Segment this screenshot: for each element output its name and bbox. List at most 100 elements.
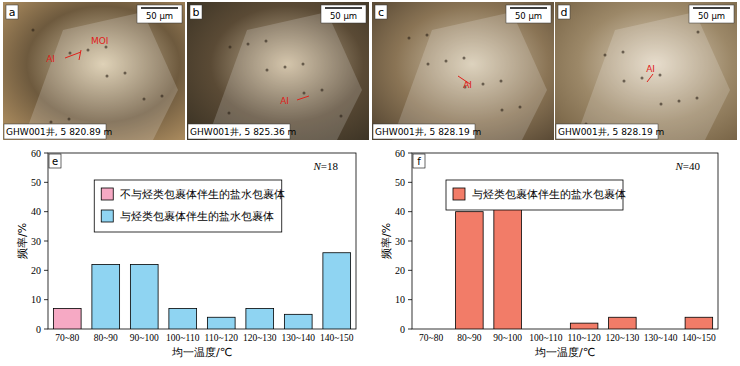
legend-label: 不与烃类包裹体伴生的盐水包裹体 xyxy=(120,188,285,200)
legend-label: 与烃类包裹体伴生的盐水包裹体 xyxy=(472,188,626,200)
x-tick-label: 140~150 xyxy=(320,333,354,343)
photo-speck xyxy=(659,74,662,77)
x-tick-label: 90~100 xyxy=(493,333,522,343)
photo-speck xyxy=(303,92,306,95)
y-tick-label: 60 xyxy=(31,148,41,159)
y-tick xyxy=(408,241,412,242)
bar xyxy=(532,329,560,330)
photo-speck xyxy=(68,118,71,121)
scale-bar xyxy=(325,7,362,9)
y-tick xyxy=(408,299,412,300)
scale-bar xyxy=(510,7,547,9)
legend: 不与烃类包裹体伴生的盐水包裹体与烃类包裹体伴生的盐水包裹体 xyxy=(94,180,285,232)
bar xyxy=(417,329,445,330)
photo-annotation: AI xyxy=(46,54,55,64)
y-tick-label: 0 xyxy=(400,324,405,335)
photo-panel: d50 μmGHW001井, 5 828.19 mAI xyxy=(555,2,737,140)
y-tick xyxy=(408,211,412,212)
photo-speck xyxy=(228,112,231,115)
legend: 与烃类包裹体伴生的盐水包裹体 xyxy=(446,180,626,210)
y-tick xyxy=(44,329,48,330)
panel-label: e xyxy=(52,156,58,167)
x-tick-label: 130~140 xyxy=(644,333,678,343)
photo-speck xyxy=(623,80,626,83)
y-axis-title: 频率/% xyxy=(16,223,29,259)
x-tick-label: 120~130 xyxy=(606,333,640,343)
x-tick-label: 100~110 xyxy=(166,333,200,343)
chart: 010203040506070~8080~9090~100100~110110~… xyxy=(380,148,718,360)
scale-box xyxy=(321,5,366,23)
photo-label-box xyxy=(190,5,202,19)
photo-grain xyxy=(207,12,362,140)
photo-speck xyxy=(161,95,164,98)
y-tick xyxy=(44,270,48,271)
x-tick-label: 120~130 xyxy=(243,333,277,343)
bar xyxy=(323,253,351,329)
photo-label: d xyxy=(561,6,568,19)
sample-count-value: =40 xyxy=(683,160,701,172)
y-tick xyxy=(44,241,48,242)
photo-speck xyxy=(427,63,430,66)
x-tick-label: 110~120 xyxy=(567,333,601,343)
photo-speck xyxy=(69,52,72,55)
x-tick-label: 110~120 xyxy=(205,333,239,343)
y-tick-label: 40 xyxy=(395,206,405,217)
annotation-line xyxy=(65,52,81,58)
y-tick-label: 20 xyxy=(31,265,41,276)
sample-count: N=40 xyxy=(674,160,700,172)
y-tick-label: 10 xyxy=(31,294,41,305)
photo-speck xyxy=(622,51,625,54)
photo-annotation: AI xyxy=(646,64,655,74)
y-tick-label: 50 xyxy=(31,177,41,188)
photo-speck xyxy=(660,103,663,106)
x-tick-label: 70~80 xyxy=(419,333,443,343)
bar xyxy=(685,317,713,329)
annotation-line xyxy=(297,96,309,100)
legend-label: 与烃类包裹体伴生的盐水包裹体 xyxy=(120,210,274,222)
x-tick-label: 80~90 xyxy=(94,333,118,343)
photo-speck xyxy=(426,34,429,37)
photo-label-box xyxy=(375,5,387,19)
photo-speck xyxy=(697,31,700,34)
photo-speck xyxy=(124,72,127,75)
x-axis-title: 均一温度/℃ xyxy=(171,346,232,359)
scale-text: 50 μm xyxy=(330,11,357,21)
x-tick-label: 130~140 xyxy=(281,333,315,343)
y-tick xyxy=(408,270,412,271)
annotation-line xyxy=(79,50,81,60)
x-tick-label: 140~150 xyxy=(682,333,716,343)
photo-annotation: MOI xyxy=(91,36,109,46)
photo-panel: c50 μmGHW001井, 5 828.19 mAI xyxy=(372,2,554,140)
y-tick-label: 30 xyxy=(31,236,41,247)
figure: a50 μmGHW001井, 5 820.89 mMOIAIb50 μmGHW0… xyxy=(0,0,740,366)
photo-speck xyxy=(604,54,607,57)
panel-label: f xyxy=(417,156,421,167)
photo-label-box xyxy=(558,5,570,19)
bar xyxy=(647,329,675,330)
scale-text: 50 μm xyxy=(146,11,173,21)
legend-swatch xyxy=(101,188,113,200)
bar xyxy=(169,308,197,329)
photo-speck xyxy=(284,66,287,69)
scale-text: 50 μm xyxy=(515,11,542,21)
photo-grain xyxy=(392,12,547,140)
x-tick-label: 90~100 xyxy=(130,333,159,343)
photo-image xyxy=(3,2,185,140)
sample-count: N=18 xyxy=(312,160,338,172)
photo-grain xyxy=(575,12,730,140)
bar xyxy=(570,323,598,329)
x-tick-label: 100~110 xyxy=(529,333,563,343)
photo-speck xyxy=(678,100,681,103)
scale-bar xyxy=(141,7,178,9)
x-tick-label: 80~90 xyxy=(457,333,481,343)
photo-speck xyxy=(32,29,35,32)
y-tick xyxy=(44,299,48,300)
photo-panel: a50 μmGHW001井, 5 820.89 mMOIAI xyxy=(3,2,185,140)
photo-caption: GHW001井, 5 828.19 m xyxy=(558,127,664,137)
plot-frame xyxy=(412,153,718,329)
plot-frame xyxy=(48,153,356,329)
photo-panel: b50 μmGHW001井, 5 825.36 mAI xyxy=(187,2,369,140)
photo-speck xyxy=(501,109,504,112)
y-tick xyxy=(408,329,412,330)
bars xyxy=(53,253,350,329)
